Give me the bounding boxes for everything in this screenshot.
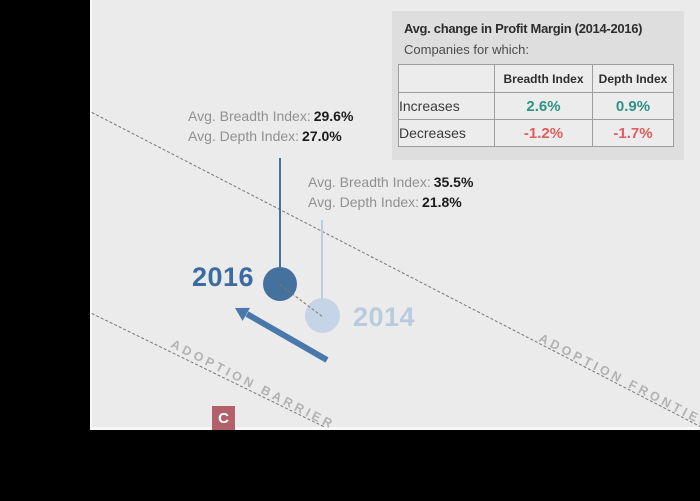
table-header-row: Breadth Index Depth Index bbox=[398, 64, 674, 93]
annotation-2016-depth: Avg. Depth Index: 27.0% bbox=[188, 128, 342, 144]
decreases-depth-value: -1.7% bbox=[592, 119, 674, 147]
increases-depth-value: 0.9% bbox=[592, 92, 674, 120]
annotation-2016: Avg. Breadth Index: 29.6% Avg. Depth Inde… bbox=[188, 106, 353, 146]
increases-breadth-value: 2.6% bbox=[494, 92, 593, 120]
panel-subtitle: Companies for which: bbox=[404, 42, 529, 57]
year-label-2014: 2014 bbox=[353, 302, 416, 332]
profit-margin-table: Breadth Index Depth Index Increases 2.6%… bbox=[398, 64, 674, 147]
adoption-frontier-label: ADOPTION FRONTIER bbox=[536, 331, 700, 432]
decreases-breadth-value: -1.2% bbox=[494, 119, 593, 147]
profit-margin-panel: Avg. change in Profit Margin (2014-2016)… bbox=[392, 11, 684, 160]
panel-letter-badge: C bbox=[212, 406, 235, 430]
panel-title: Avg. change in Profit Margin (2014-2016) bbox=[404, 21, 643, 36]
table-row-decreases: Decreases -1.2% -1.7% bbox=[398, 119, 674, 147]
table-row-increases: Increases 2.6% 0.9% bbox=[398, 92, 674, 120]
annotation-2016-breadth: Avg. Breadth Index: 29.6% bbox=[188, 108, 354, 124]
adoption-barrier-label: ADOPTION BARRIER bbox=[168, 337, 338, 433]
row-label-decreases: Decreases bbox=[398, 119, 495, 147]
callout-stem-2016 bbox=[279, 158, 281, 268]
year-label-2016: 2016 bbox=[192, 262, 255, 292]
annotation-2014-depth: Avg. Depth Index: 21.8% bbox=[308, 194, 462, 210]
callout-stem-2014 bbox=[321, 220, 323, 300]
header-empty-cell bbox=[398, 64, 495, 93]
row-label-increases: Increases bbox=[398, 92, 495, 120]
data-point-2016 bbox=[263, 267, 297, 301]
annotation-2014: Avg. Breadth Index: 35.5% Avg. Depth Inde… bbox=[308, 172, 473, 212]
annotation-2014-breadth: Avg. Breadth Index: 35.5% bbox=[308, 174, 474, 190]
header-breadth-index: Breadth Index bbox=[494, 64, 593, 93]
header-depth-index: Depth Index bbox=[592, 64, 674, 93]
